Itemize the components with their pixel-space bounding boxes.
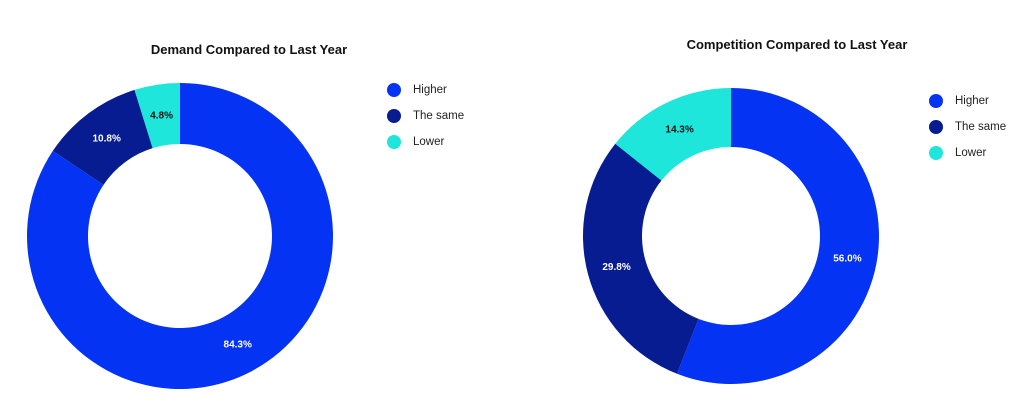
slice-higher (677, 88, 879, 385)
legend-swatch-icon (387, 83, 401, 97)
legend-swatch-icon (929, 94, 943, 108)
legend-label: Lower (955, 147, 987, 159)
legend-label: The same (955, 121, 1007, 133)
data-label-lower: 14.3% (665, 125, 693, 136)
chart-title-competition: Competition Compared to Last Year (686, 37, 908, 52)
data-label-higher: 84.3% (224, 340, 252, 351)
legend-label: Higher (955, 95, 989, 107)
legend-item-higher: Higher (929, 88, 1006, 114)
legend-item-higher: Higher (387, 77, 464, 103)
legend-competition: Higher The same Lower (929, 88, 1006, 166)
legend-item-the-same: The same (929, 114, 1006, 140)
slice-the-same (52, 89, 153, 185)
slice-lower (134, 83, 180, 149)
legend-swatch-icon (387, 109, 401, 123)
legend-item-lower: Lower (387, 129, 464, 155)
legend-swatch-icon (929, 146, 943, 160)
legend-item-the-same: The same (387, 103, 464, 129)
slice-higher (26, 83, 334, 389)
data-label-lower: 4.8% (150, 110, 173, 121)
legend-swatch-icon (929, 120, 943, 134)
legend-label: Lower (413, 136, 445, 148)
slice-lower (615, 88, 731, 181)
legend-demand: Higher The same Lower (387, 77, 464, 155)
legend-swatch-icon (387, 135, 401, 149)
legend-label: Higher (413, 84, 447, 96)
legend-label: The same (413, 110, 465, 122)
chart-title-demand: Demand Compared to Last Year (150, 42, 348, 57)
data-label-the-same: 10.8% (93, 133, 121, 144)
slice-the-same (583, 143, 699, 374)
legend-item-lower: Lower (929, 140, 1006, 166)
data-label-the-same: 29.8% (602, 262, 630, 273)
data-label-higher: 56.0% (833, 254, 861, 265)
